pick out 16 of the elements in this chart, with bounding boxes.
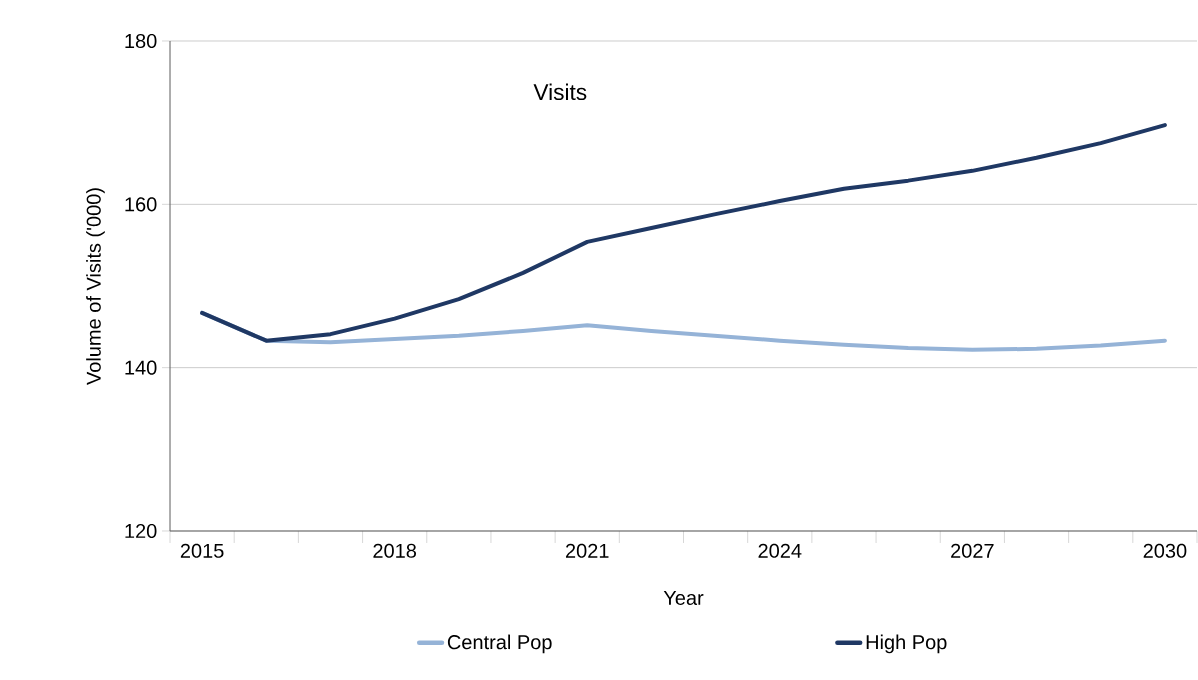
y-tick-label: 160 (125, 197, 157, 212)
line-series (200, 123, 1167, 343)
x-tick-label: 2030 (1143, 543, 1187, 558)
y-axis-title: Volume of Visits ('000) (86, 188, 105, 385)
x-tick-label: 2018 (373, 543, 417, 558)
y-tick-label: 120 (125, 523, 157, 539)
x-tick-label: 2015 (180, 543, 224, 558)
y-tick-label: 140 (125, 360, 157, 375)
x-tick-label: 2021 (565, 543, 609, 558)
legend-label: Central Pop (447, 634, 552, 654)
legend-label: High Pop (866, 634, 947, 654)
x-tick-label: 2024 (758, 543, 802, 558)
text: Visits (533, 83, 587, 101)
x-axis-title: Year (663, 591, 704, 605)
y-tick-label: 180 (125, 33, 157, 49)
x-tick-label: 2027 (951, 543, 994, 558)
